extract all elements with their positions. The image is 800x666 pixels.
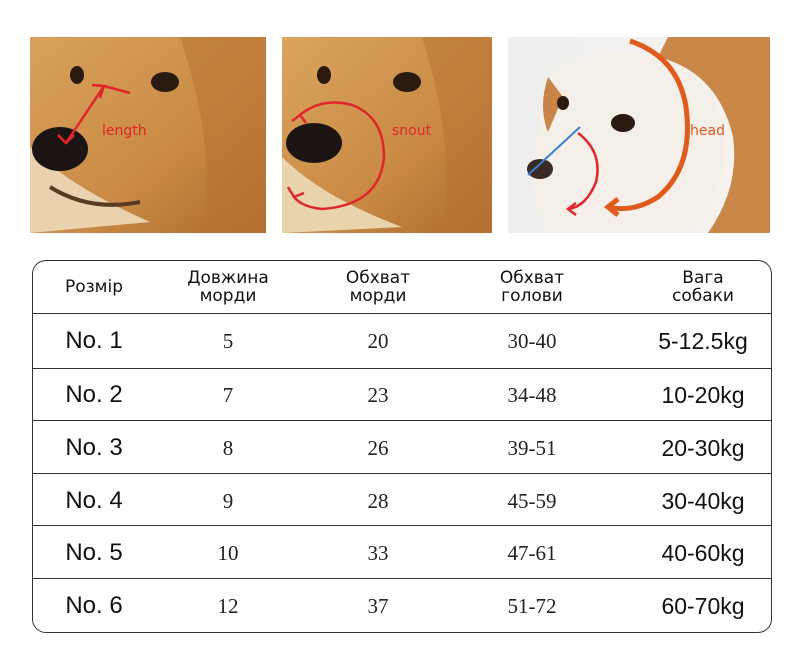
size-table: Розмір Довжина морди Обхват морди Обхват го… bbox=[32, 260, 772, 633]
table-row: No. 3 8 26 39-51 20-30kg bbox=[33, 422, 771, 474]
size-cell: No. 2 bbox=[65, 381, 123, 408]
snout-girth-cell: 26 bbox=[367, 435, 389, 460]
weight-cell: 30-40kg bbox=[661, 487, 745, 514]
snout-length-cell: 5 bbox=[222, 328, 234, 353]
weight-cell: 5-12.5kg bbox=[658, 327, 748, 354]
size-cell: No. 4 bbox=[65, 487, 123, 514]
snout-length-cell: 8 bbox=[222, 435, 234, 460]
size-cell: No. 3 bbox=[65, 434, 123, 461]
weight-cell: 40-60kg bbox=[661, 539, 745, 566]
size-cell: No. 6 bbox=[65, 592, 123, 619]
row-divider bbox=[33, 368, 771, 369]
header-head-girth: Обхват голови bbox=[499, 268, 565, 306]
weight-cell: 10-20kg bbox=[661, 381, 745, 408]
snout-length-line bbox=[527, 126, 581, 176]
snout-length-cell: 12 bbox=[217, 593, 239, 618]
length-label: length bbox=[102, 123, 147, 139]
row-divider bbox=[33, 473, 771, 474]
snout-girth-cell: 37 bbox=[367, 593, 389, 618]
table-row: No. 4 9 28 45-59 30-40kg bbox=[33, 475, 771, 527]
size-cell: No. 1 bbox=[65, 327, 123, 354]
row-divider bbox=[33, 420, 771, 421]
snout-length-cell: 7 bbox=[222, 382, 234, 407]
row-divider bbox=[33, 578, 771, 579]
snout-girth-cell: 33 bbox=[367, 540, 389, 565]
weight-cell: 20-30kg bbox=[661, 434, 745, 461]
table-row: No. 5 10 33 47-61 40-60kg bbox=[33, 527, 771, 579]
header-snout-girth: Обхват морди bbox=[345, 268, 411, 306]
header-snout-length: Довжина морди bbox=[187, 268, 269, 306]
dog-photo-head: head bbox=[508, 37, 770, 233]
head-girth-cell: 30-40 bbox=[507, 328, 557, 353]
size-cell: No. 5 bbox=[65, 539, 123, 566]
head-girth-cell: 47-61 bbox=[507, 540, 557, 565]
header-size: Розмір bbox=[64, 277, 124, 297]
head-label: head bbox=[690, 123, 725, 139]
table-row: No. 2 7 23 34-48 10-20kg bbox=[33, 369, 771, 421]
dog-photo-snout: snout bbox=[282, 37, 492, 233]
snout-girth-cell: 23 bbox=[367, 382, 389, 407]
snout-label: snout bbox=[392, 123, 432, 139]
head-girth-cell: 45-59 bbox=[507, 488, 557, 513]
head-girth-cell: 51-72 bbox=[507, 593, 557, 618]
row-divider bbox=[33, 313, 771, 314]
dog-photo-length: length bbox=[30, 37, 266, 233]
row-divider bbox=[33, 525, 771, 526]
table-row: No. 1 5 20 30-40 5-12.5kg bbox=[33, 315, 771, 367]
snout-girth-cell: 28 bbox=[367, 488, 389, 513]
snout-length-cell: 9 bbox=[222, 488, 234, 513]
snout-length-cell: 10 bbox=[217, 540, 239, 565]
weight-cell: 60-70kg bbox=[661, 592, 745, 619]
head-girth-cell: 34-48 bbox=[507, 382, 557, 407]
table-header: Розмір Довжина морди Обхват морди Обхват го… bbox=[33, 261, 771, 313]
header-dog-weight: Вага собаки bbox=[672, 268, 734, 306]
table-row: No. 6 12 37 51-72 60-70kg bbox=[33, 580, 771, 632]
snout-girth-cell: 20 bbox=[367, 328, 389, 353]
head-girth-cell: 39-51 bbox=[507, 435, 557, 460]
